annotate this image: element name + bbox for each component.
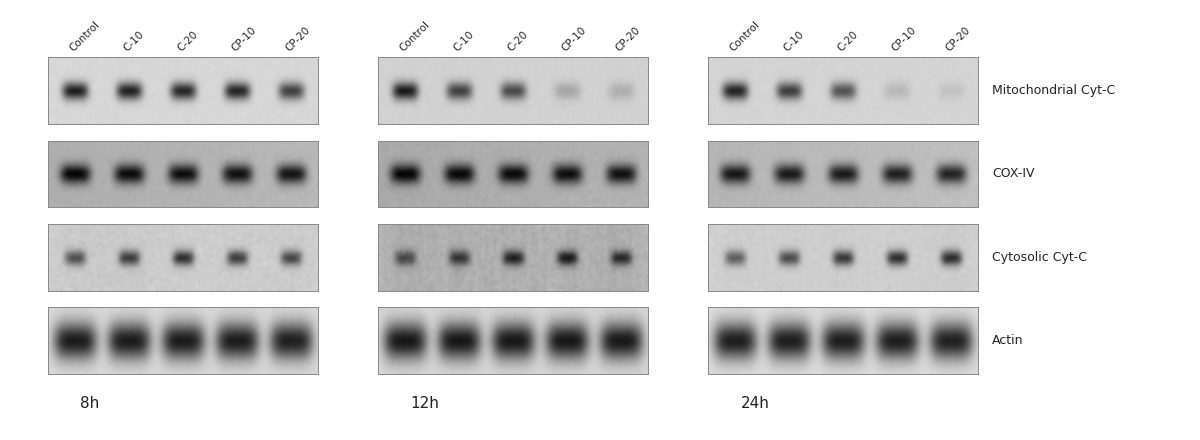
Text: Actin: Actin bbox=[992, 334, 1024, 347]
Text: 12h: 12h bbox=[410, 396, 439, 411]
Text: COX-IV: COX-IV bbox=[992, 167, 1034, 180]
Text: Control: Control bbox=[398, 20, 432, 54]
Text: Control: Control bbox=[68, 20, 102, 54]
Text: CP-20: CP-20 bbox=[284, 25, 312, 54]
Text: Cytosolic Cyt-C: Cytosolic Cyt-C bbox=[992, 251, 1087, 264]
Text: C-10: C-10 bbox=[452, 29, 476, 54]
Text: C-10: C-10 bbox=[782, 29, 806, 54]
Text: CP-20: CP-20 bbox=[944, 25, 972, 54]
Text: C-20: C-20 bbox=[836, 29, 860, 54]
Text: Control: Control bbox=[728, 20, 762, 54]
Text: CP-10: CP-10 bbox=[230, 25, 258, 54]
Text: C-20: C-20 bbox=[176, 29, 200, 54]
Text: CP-10: CP-10 bbox=[890, 25, 918, 54]
Text: C-20: C-20 bbox=[506, 29, 530, 54]
Text: 8h: 8h bbox=[80, 396, 100, 411]
Text: 24h: 24h bbox=[740, 396, 769, 411]
Text: C-10: C-10 bbox=[122, 29, 146, 54]
Text: CP-10: CP-10 bbox=[560, 25, 588, 54]
Text: CP-20: CP-20 bbox=[614, 25, 642, 54]
Text: Mitochondrial Cyt-C: Mitochondrial Cyt-C bbox=[992, 84, 1116, 97]
